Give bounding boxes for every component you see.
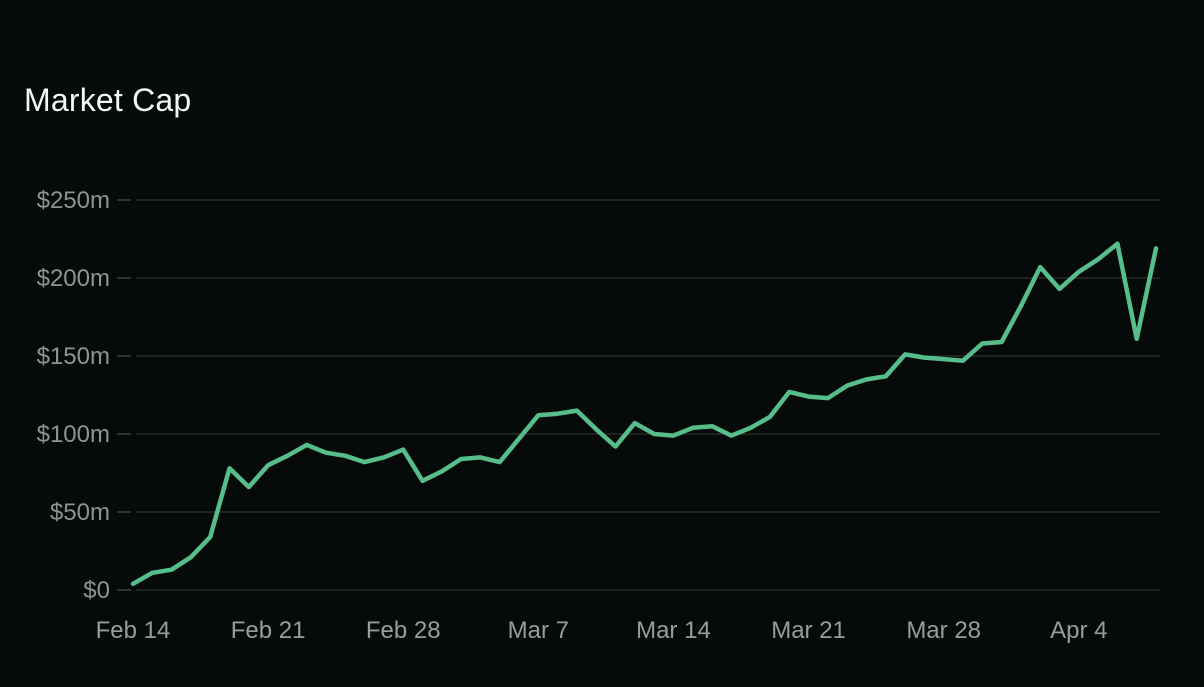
x-axis-label: Mar 7	[508, 617, 569, 644]
chart-title: Market Cap	[24, 82, 192, 118]
y-axis-label: $100m	[37, 421, 110, 448]
x-axis-label: Apr 4	[1050, 617, 1107, 644]
market-cap-series-line[interactable]	[130, 241, 1159, 587]
x-axis-label: Feb 21	[231, 617, 306, 644]
x-axis-label: Mar 14	[636, 617, 711, 644]
x-axis-label: Mar 28	[906, 617, 981, 644]
x-axis-label: Feb 28	[366, 617, 441, 644]
y-axis-label: $200m	[37, 265, 110, 292]
y-axis-label: $0	[83, 577, 110, 604]
y-axis-label: $250m	[37, 187, 110, 214]
x-axis-label: Mar 21	[771, 617, 846, 644]
y-axis-label: $150m	[37, 343, 110, 370]
y-axis-label: $50m	[50, 499, 110, 526]
x-axis-label: Feb 14	[96, 617, 171, 644]
